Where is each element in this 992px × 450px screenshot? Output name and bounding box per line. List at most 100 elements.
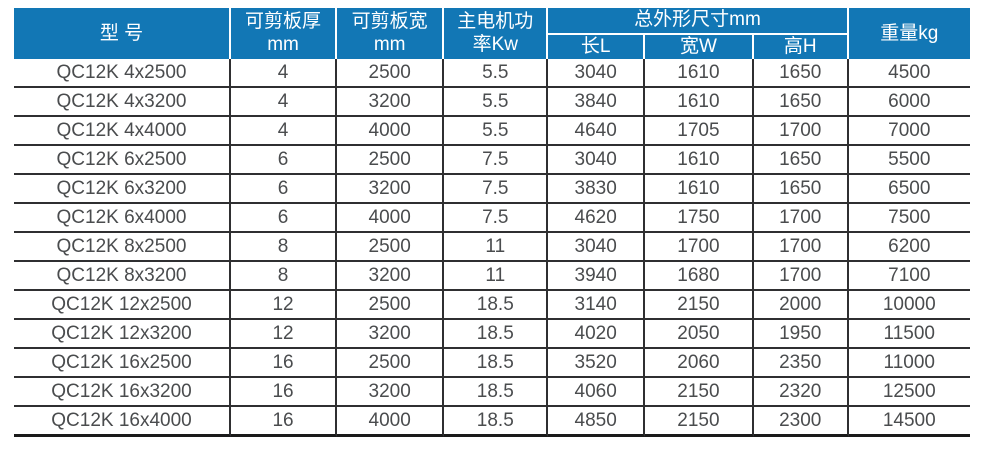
col-header-width: 宽W — [644, 35, 754, 60]
cell-motor_power: 18.5 — [444, 407, 549, 438]
cell-shear_width: 2500 — [337, 233, 445, 263]
cell-shear_width: 3200 — [337, 88, 445, 118]
cell-shear_thickness: 4 — [231, 88, 338, 118]
cell-weight: 6500 — [848, 175, 970, 205]
cell-length: 4640 — [548, 117, 645, 147]
cell-motor_power: 18.5 — [444, 320, 549, 350]
cell-weight: 10000 — [848, 291, 970, 321]
cell-weight: 7500 — [848, 204, 970, 234]
cell-length: 3040 — [548, 59, 645, 89]
cell-length: 3840 — [548, 88, 645, 118]
cell-shear_width: 3200 — [337, 175, 445, 205]
cell-model: QC12K 12x2500 — [14, 291, 231, 321]
cell-model: QC12K 12x3200 — [14, 320, 231, 350]
cell-motor_power: 7.5 — [444, 146, 549, 176]
cell-width: 2150 — [644, 378, 754, 408]
cell-weight: 6200 — [848, 233, 970, 263]
cell-motor_power: 5.5 — [444, 88, 549, 118]
cell-shear_thickness: 4 — [231, 59, 338, 89]
cell-height: 2000 — [753, 291, 849, 321]
col-header-motor-power: 主电机功 率Kw — [444, 8, 549, 60]
cell-model: QC12K 8x2500 — [14, 233, 231, 263]
cell-length: 4060 — [548, 378, 645, 408]
spec-table-container: 型 号 可剪板厚 mm 可剪板宽 mm 主电机功 率Kw 总外形尺寸mm 重量k… — [14, 8, 970, 438]
cell-model: QC12K 4x2500 — [14, 59, 231, 89]
cell-motor_power: 11 — [444, 233, 549, 263]
col-header-model: 型 号 — [14, 8, 231, 60]
table-row: QC12K 6x4000 6 4000 7.5 4620 1750 1700 7500 — [14, 204, 970, 234]
cell-motor_power: 18.5 — [444, 291, 549, 321]
cell-length: 3040 — [548, 233, 645, 263]
table-row: QC12K 4x3200 4 3200 5.5 3840 1610 1650 6000 — [14, 88, 970, 118]
cell-height: 2350 — [753, 349, 849, 379]
col-header-overall-dimensions: 总外形尺寸mm — [548, 8, 849, 35]
cell-width: 2050 — [644, 320, 754, 350]
cell-shear_thickness: 12 — [231, 291, 338, 321]
cell-motor_power: 7.5 — [444, 175, 549, 205]
cell-model: QC12K 4x4000 — [14, 117, 231, 147]
cell-shear_width: 4000 — [337, 407, 445, 438]
table-row: QC12K 8x3200 8 3200 11 3940 1680 1700 7100 — [14, 262, 970, 292]
cell-shear_thickness: 8 — [231, 233, 338, 263]
cell-width: 1705 — [644, 117, 754, 147]
col-header-weight: 重量kg — [848, 8, 970, 60]
cell-weight: 14500 — [848, 407, 970, 438]
cell-length: 3830 — [548, 175, 645, 205]
table-row: QC12K 6x2500 6 2500 7.5 3040 1610 1650 5500 — [14, 146, 970, 176]
cell-motor_power: 18.5 — [444, 378, 549, 408]
cell-height: 1700 — [753, 262, 849, 292]
cell-shear_width: 3200 — [337, 378, 445, 408]
cell-model: QC12K 8x3200 — [14, 262, 231, 292]
cell-width: 1610 — [644, 175, 754, 205]
cell-shear_thickness: 4 — [231, 117, 338, 147]
cell-width: 1610 — [644, 88, 754, 118]
col-header-height: 高H — [753, 35, 849, 60]
cell-length: 3940 — [548, 262, 645, 292]
col-header-shear-width: 可剪板宽 mm — [337, 8, 445, 60]
cell-height: 1950 — [753, 320, 849, 350]
cell-weight: 6000 — [848, 88, 970, 118]
cell-shear_thickness: 8 — [231, 262, 338, 292]
table-header: 型 号 可剪板厚 mm 可剪板宽 mm 主电机功 率Kw 总外形尺寸mm 重量k… — [14, 8, 970, 60]
col-header-length: 长L — [548, 35, 645, 60]
table-row: QC12K 8x2500 8 2500 11 3040 1700 1700 6200 — [14, 233, 970, 263]
cell-shear_thickness: 16 — [231, 407, 338, 438]
cell-width: 1750 — [644, 204, 754, 234]
table-row: QC12K 6x3200 6 3200 7.5 3830 1610 1650 6500 — [14, 175, 970, 205]
cell-shear_width: 2500 — [337, 59, 445, 89]
table-row: QC12K 12x3200 12 3200 18.5 4020 2050 1950 11500 — [14, 320, 970, 350]
cell-height: 1650 — [753, 59, 849, 89]
cell-width: 2150 — [644, 291, 754, 321]
cell-model: QC12K 16x2500 — [14, 349, 231, 379]
cell-height: 2300 — [753, 407, 849, 438]
table-row: QC12K 4x2500 4 2500 5.5 3040 1610 1650 4500 — [14, 59, 970, 89]
cell-height: 1700 — [753, 233, 849, 263]
cell-height: 1650 — [753, 88, 849, 118]
cell-motor_power: 11 — [444, 262, 549, 292]
cell-height: 1650 — [753, 175, 849, 205]
col-header-model-label: 型 号 — [99, 22, 144, 44]
cell-width: 2150 — [644, 407, 754, 438]
cell-model: QC12K 6x2500 — [14, 146, 231, 176]
cell-shear_thickness: 6 — [231, 146, 338, 176]
cell-model: QC12K 4x3200 — [14, 88, 231, 118]
cell-height: 1700 — [753, 204, 849, 234]
cell-shear_width: 2500 — [337, 349, 445, 379]
cell-weight: 4500 — [848, 59, 970, 89]
table-body: QC12K 4x2500 4 2500 5.5 3040 1610 1650 4500 QC12… — [14, 59, 970, 438]
cell-width: 1610 — [644, 146, 754, 176]
cell-width: 1700 — [644, 233, 754, 263]
cell-width: 1610 — [644, 59, 754, 89]
cell-shear_width: 3200 — [337, 262, 445, 292]
table-row: QC12K 16x3200 16 3200 18.5 4060 2150 2320 12500 — [14, 378, 970, 408]
spec-table: 型 号 可剪板厚 mm 可剪板宽 mm 主电机功 率Kw 总外形尺寸mm 重量k… — [14, 8, 970, 438]
cell-length: 4850 — [548, 407, 645, 438]
cell-shear_width: 2500 — [337, 146, 445, 176]
table-row: QC12K 4x4000 4 4000 5.5 4640 1705 1700 7000 — [14, 117, 970, 147]
cell-shear_thickness: 16 — [231, 349, 338, 379]
table-row: QC12K 16x4000 16 4000 18.5 4850 2150 2300 14500 — [14, 407, 970, 438]
cell-shear_thickness: 16 — [231, 378, 338, 408]
cell-height: 1700 — [753, 117, 849, 147]
cell-motor_power: 5.5 — [444, 59, 549, 89]
cell-motor_power: 5.5 — [444, 117, 549, 147]
